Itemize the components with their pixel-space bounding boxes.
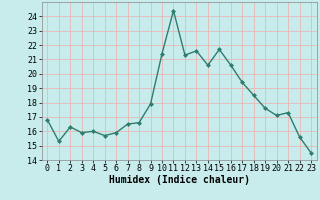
X-axis label: Humidex (Indice chaleur): Humidex (Indice chaleur)	[109, 175, 250, 185]
